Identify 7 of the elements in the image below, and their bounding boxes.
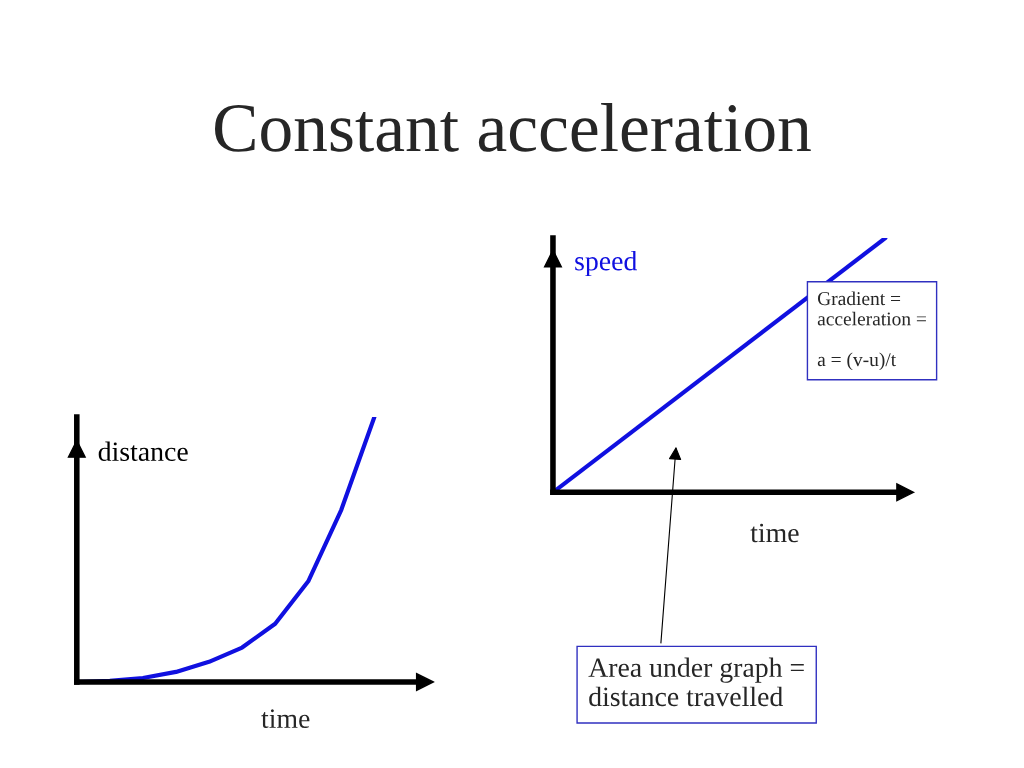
text: Area under graph = distance travelled — [588, 657, 804, 707]
x-axis-title: time — [750, 523, 799, 543]
text: Gradient = acceleration = a = (v-u)/t — [817, 291, 926, 371]
y-axis-title: speed — [575, 250, 637, 277]
y-axis-title: distance — [98, 441, 188, 462]
text: Constant acceleration — [215, 102, 811, 152]
x-axis-title: time — [261, 709, 310, 729]
